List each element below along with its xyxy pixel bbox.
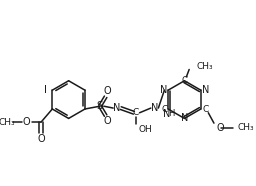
Text: O: O <box>22 117 30 127</box>
Text: N: N <box>163 109 171 119</box>
Text: O: O <box>37 134 45 144</box>
Text: N: N <box>202 85 209 95</box>
Text: C: C <box>181 76 188 85</box>
Text: N: N <box>181 113 188 124</box>
Text: H: H <box>168 109 174 118</box>
Text: CH₃: CH₃ <box>197 62 213 71</box>
Text: N: N <box>151 103 158 113</box>
Text: C: C <box>202 105 209 113</box>
Text: I: I <box>44 85 47 95</box>
Text: N: N <box>160 85 167 95</box>
Text: OH: OH <box>138 125 152 134</box>
Text: N: N <box>113 103 121 113</box>
Text: CH₃: CH₃ <box>0 118 15 127</box>
Text: C: C <box>133 108 139 117</box>
Text: S: S <box>97 101 103 111</box>
Text: O: O <box>104 86 111 96</box>
Text: O: O <box>217 123 225 133</box>
Text: C: C <box>161 105 167 113</box>
Text: CH₃: CH₃ <box>238 123 254 132</box>
Text: O: O <box>104 116 111 126</box>
